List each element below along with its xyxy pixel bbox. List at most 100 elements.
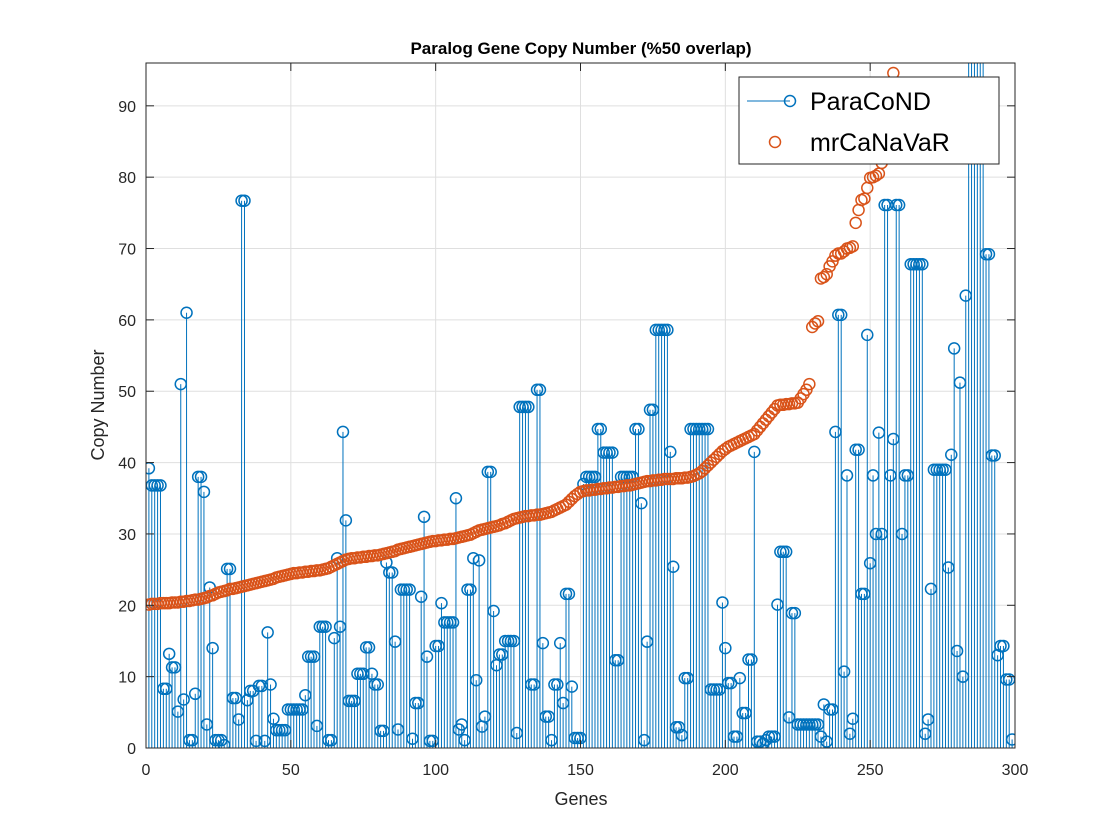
paracond-point bbox=[713, 683, 726, 696]
paracond-point bbox=[632, 422, 645, 436]
paracond-point bbox=[829, 425, 842, 439]
paracond-point bbox=[455, 718, 468, 731]
paracond-point bbox=[484, 465, 497, 479]
mrcanavar-point bbox=[800, 383, 813, 397]
paracond-point bbox=[449, 492, 463, 505]
paracond-point bbox=[522, 400, 535, 414]
paracond-point bbox=[194, 470, 208, 484]
paracond-point bbox=[745, 653, 758, 666]
paracond-point bbox=[939, 463, 952, 476]
paracond-point bbox=[536, 636, 550, 650]
paracond-point bbox=[858, 587, 871, 601]
y-tick-label: 40 bbox=[118, 456, 136, 473]
paracond-point bbox=[333, 620, 347, 633]
x-tick-label: 150 bbox=[567, 762, 594, 779]
paracond-point bbox=[921, 713, 935, 726]
axis-ticks: 0 50 100 150 200 250 300 0 10 20 30 40 50 60 70 80 90 bbox=[118, 63, 1028, 779]
paracond-point bbox=[414, 590, 428, 603]
paracond-point bbox=[846, 712, 860, 725]
paracond-point bbox=[826, 703, 839, 716]
legend-marker-mrcanavar bbox=[768, 135, 782, 149]
paracond-point bbox=[319, 620, 332, 633]
paracond-point bbox=[296, 703, 309, 716]
paracond-point bbox=[458, 733, 471, 747]
paracond-point bbox=[730, 730, 744, 743]
paracond-point bbox=[278, 723, 292, 737]
paracond-point bbox=[496, 648, 509, 661]
paracond-point bbox=[385, 566, 399, 579]
paracond-point bbox=[435, 596, 448, 610]
paracond-point bbox=[186, 733, 199, 747]
legend-label-paracond: ParaCoND bbox=[810, 88, 931, 116]
paracond-point bbox=[261, 626, 274, 639]
paracond-point bbox=[177, 693, 190, 706]
y-tick-label: 10 bbox=[118, 670, 136, 687]
paracond-point bbox=[206, 641, 219, 655]
paracond-point bbox=[412, 696, 425, 710]
paracond-point bbox=[478, 710, 492, 723]
paracond-point bbox=[542, 710, 555, 723]
paracond-point bbox=[588, 470, 602, 484]
paracond-point bbox=[895, 527, 909, 541]
mrcanavar-point bbox=[846, 240, 860, 253]
paracond-point bbox=[426, 734, 440, 748]
paracond-point bbox=[606, 446, 619, 459]
y-tick-label: 60 bbox=[118, 313, 136, 330]
paracond-point bbox=[875, 527, 889, 541]
paracond-point bbox=[432, 639, 445, 653]
paracond-point bbox=[487, 604, 500, 618]
paracond-point bbox=[180, 306, 193, 319]
paracond-point bbox=[160, 682, 173, 696]
paracond-point bbox=[982, 247, 996, 261]
mrcanavar-point bbox=[820, 267, 833, 281]
paracond-point bbox=[556, 696, 570, 710]
paracond-point bbox=[464, 583, 477, 596]
paracond-point bbox=[472, 554, 486, 567]
paracond-point bbox=[924, 582, 938, 596]
paracond-point bbox=[959, 289, 973, 302]
paracond-point bbox=[811, 718, 825, 731]
paracond-point bbox=[328, 631, 341, 645]
paracond-point bbox=[310, 719, 324, 733]
paracond-point bbox=[551, 678, 564, 691]
paracond-point bbox=[788, 606, 802, 620]
mrcanavar-point bbox=[811, 315, 825, 328]
mrcanavar-point bbox=[826, 255, 839, 268]
paracond-point bbox=[553, 636, 567, 650]
paracond-point bbox=[229, 691, 243, 705]
paracond-point bbox=[232, 713, 245, 726]
paracond-point bbox=[371, 678, 384, 691]
x-tick-label: 100 bbox=[422, 762, 449, 779]
paracond-point bbox=[527, 678, 541, 691]
paracond-point bbox=[403, 583, 416, 596]
paracond-point bbox=[388, 635, 402, 648]
paracond-point bbox=[953, 376, 967, 389]
paracond-point bbox=[339, 514, 353, 527]
paracond-point bbox=[866, 469, 880, 482]
paracond-point bbox=[748, 445, 761, 459]
x-axis-label: Genes bbox=[554, 789, 607, 809]
mrcanavar-point bbox=[869, 169, 883, 182]
paracond-point bbox=[820, 735, 833, 748]
series-layer bbox=[146, 63, 1015, 748]
paracond-point bbox=[362, 641, 376, 654]
paracond-point bbox=[733, 671, 747, 685]
paracond-point bbox=[168, 661, 182, 674]
paracond-point bbox=[391, 723, 405, 736]
paracond-point bbox=[420, 650, 434, 663]
paracond-point bbox=[188, 687, 202, 701]
paracond-point bbox=[884, 469, 897, 482]
mrcanavar-point bbox=[849, 216, 862, 230]
paracond-point bbox=[467, 551, 480, 565]
paracond-point bbox=[840, 469, 854, 482]
paracond-point bbox=[768, 730, 781, 743]
paracond-point bbox=[171, 705, 185, 718]
paracond-point bbox=[174, 377, 188, 391]
paracond-point bbox=[887, 432, 900, 446]
y-tick-label: 0 bbox=[127, 741, 136, 758]
paracond-point bbox=[264, 678, 277, 691]
paracond-point bbox=[258, 734, 272, 748]
y-tick-label: 90 bbox=[118, 99, 136, 116]
paracond-point bbox=[664, 445, 677, 459]
